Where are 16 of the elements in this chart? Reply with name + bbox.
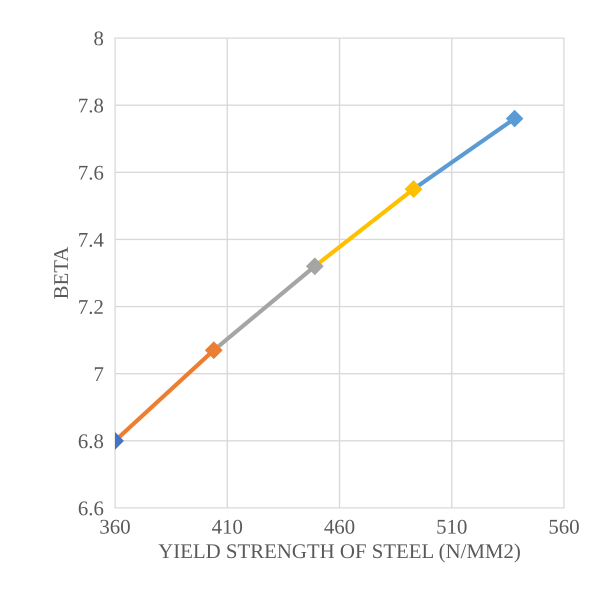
- point: [506, 110, 524, 128]
- y-tick-label: 6.8: [78, 434, 104, 448]
- x-axis-title: YIELD STRENGTH OF STEEL (N/MM2): [158, 544, 520, 562]
- y-tick-label: 7.8: [79, 98, 104, 113]
- y-tick-label: 7.6: [79, 166, 104, 180]
- y-axis-title: BETA: [54, 246, 68, 299]
- y-tick-label: 8: [94, 31, 104, 46]
- y-tick-label: 6.6: [78, 501, 104, 516]
- y-tick-label: 7.2: [79, 300, 103, 314]
- x-tick-label: 410: [212, 520, 242, 534]
- x-tick-label: 560: [550, 520, 579, 534]
- y-tick-label: 7: [94, 367, 104, 381]
- y-tick-label: 7.4: [79, 232, 104, 247]
- x-tick-label: 510: [437, 520, 467, 534]
- x-tick-label: 460: [324, 520, 354, 534]
- x-tick-label: 360: [100, 520, 130, 534]
